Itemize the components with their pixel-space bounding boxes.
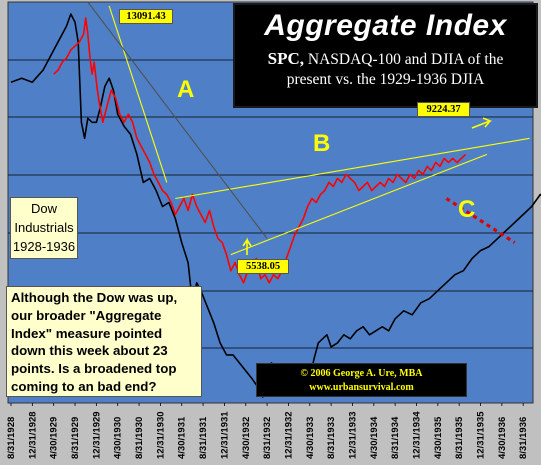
x-tick-label: 8/31/1934 bbox=[390, 416, 401, 459]
annotation-yellow-upper-trend bbox=[175, 137, 530, 200]
dow-label-line: Industrials bbox=[14, 220, 74, 235]
copyright-line: © 2006 George A. Ure, MBA bbox=[300, 368, 423, 379]
annotation-red-dotted-projection bbox=[445, 197, 516, 244]
x-tick-label: 4/30/1930 bbox=[113, 417, 124, 459]
x-tick-label: 8/31/1936 bbox=[518, 417, 529, 459]
x-tick-label: 4/30/1929 bbox=[49, 417, 60, 459]
end-callout-arrow bbox=[471, 117, 493, 129]
x-tick-label: 8/31/1933 bbox=[326, 417, 337, 459]
commentary-note: Although the Dow was up, our broader "Ag… bbox=[6, 286, 202, 397]
pattern-label-c: C bbox=[458, 196, 476, 223]
x-tick-label: 12/31/1928 bbox=[27, 411, 38, 459]
x-tick-label: 12/31/1934 bbox=[411, 411, 422, 459]
low-callout-arrow bbox=[242, 237, 252, 255]
x-tick-label: 4/30/1931 bbox=[177, 416, 188, 459]
subtitle-bold: SPC, bbox=[267, 49, 305, 68]
x-tick-label: 8/31/1935 bbox=[454, 416, 465, 459]
annotation-dark-downtrend bbox=[87, 1, 268, 239]
x-tick-label: 12/31/1932 bbox=[283, 411, 294, 459]
x-tick-label: 4/30/1936 bbox=[497, 417, 508, 459]
dow-label-line: Dow bbox=[30, 201, 57, 216]
x-tick-label: 4/30/1933 bbox=[305, 417, 316, 459]
pattern-label-b: B bbox=[313, 130, 331, 157]
x-tick-label: 8/31/1932 bbox=[262, 417, 273, 459]
end-value-callout: 9224.37 bbox=[417, 102, 470, 117]
x-tick-label: 12/31/1933 bbox=[347, 411, 358, 459]
copyright-box: © 2006 George A. Ure, MBA www.urbansurvi… bbox=[256, 363, 467, 397]
annotation-yellow-line-from-peak bbox=[108, 5, 168, 183]
x-tick-label: 8/31/1931 bbox=[198, 416, 209, 459]
chart-title: Aggregate Index bbox=[264, 9, 507, 42]
dow-label-box: Dow Industrials 1928-1936 bbox=[10, 197, 78, 259]
x-tick-label: 12/31/1929 bbox=[91, 411, 102, 459]
x-tick-label: 12/31/1930 bbox=[155, 411, 166, 459]
low-value-callout: 5538.05 bbox=[237, 259, 289, 274]
website-line: www.urbansurvival.com bbox=[309, 382, 414, 393]
x-tick-label: 12/31/1931 bbox=[219, 411, 230, 459]
x-tick-label: 4/30/1935 bbox=[433, 416, 444, 459]
x-tick-label: 4/30/1934 bbox=[369, 416, 380, 459]
dow-label-line: 1928-1936 bbox=[12, 239, 76, 254]
pattern-label-a: A bbox=[177, 76, 195, 103]
x-tick-label: 8/31/1928 bbox=[6, 417, 17, 459]
x-tick-label: 8/31/1929 bbox=[70, 417, 81, 459]
chart-subtitle-line2: present vs. the 1929-1936 DJIA bbox=[286, 71, 485, 88]
x-tick-label: 4/30/1932 bbox=[241, 417, 252, 459]
x-tick-label: 8/31/1930 bbox=[134, 417, 145, 459]
chart-subtitle-line1: SPC, NASDAQ-100 and DJIA of the bbox=[235, 49, 536, 69]
peak-value-callout: 13091.43 bbox=[119, 9, 173, 24]
subtitle-rest: NASDAQ-100 and DJIA of the bbox=[304, 51, 504, 68]
annotation-yellow-lower-trend bbox=[230, 153, 488, 256]
title-box: Aggregate Index SPC, NASDAQ-100 and DJIA… bbox=[233, 3, 538, 108]
x-tick-label: 12/31/1935 bbox=[476, 411, 487, 459]
